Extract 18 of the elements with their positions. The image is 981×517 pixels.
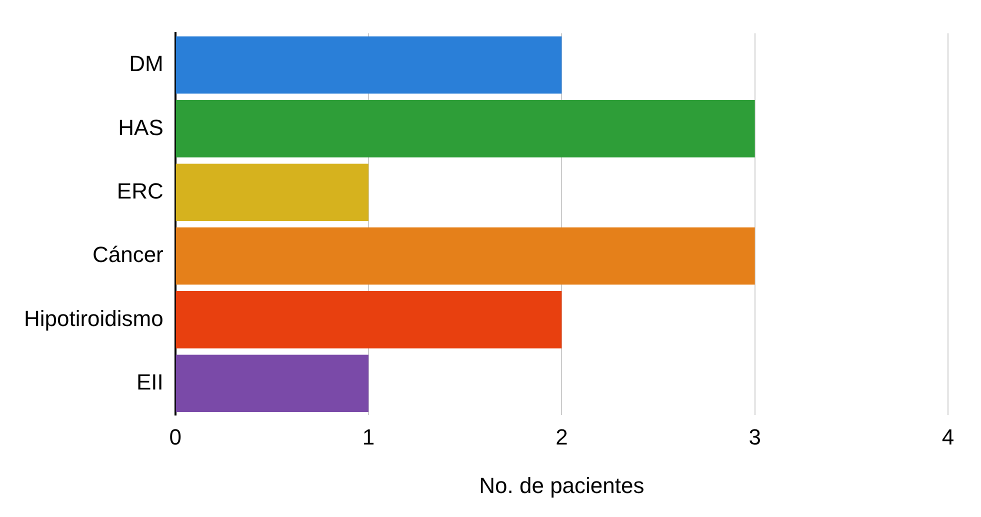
x-tick-label: 2 [556, 424, 568, 450]
bar [176, 227, 755, 285]
y-tick-label: HAS [118, 114, 164, 140]
y-tick-label: Cáncer [92, 242, 164, 268]
bar [176, 164, 369, 222]
bar [176, 291, 562, 348]
x-tick-label: 0 [169, 424, 182, 450]
x-tick-label: 3 [748, 424, 761, 450]
x-tick-label: 1 [362, 424, 375, 450]
x-axis-title: No. de pacientes [479, 472, 644, 498]
y-tick-label: DM [129, 51, 164, 76]
y-tick-label: EII [136, 369, 164, 394]
y-tick-label: ERC [116, 178, 164, 204]
bar [176, 100, 755, 158]
bar [176, 354, 369, 412]
x-tick-label: 4 [942, 424, 954, 450]
bar [176, 36, 562, 94]
y-tick-label: Hipotiroidismo [24, 306, 164, 331]
